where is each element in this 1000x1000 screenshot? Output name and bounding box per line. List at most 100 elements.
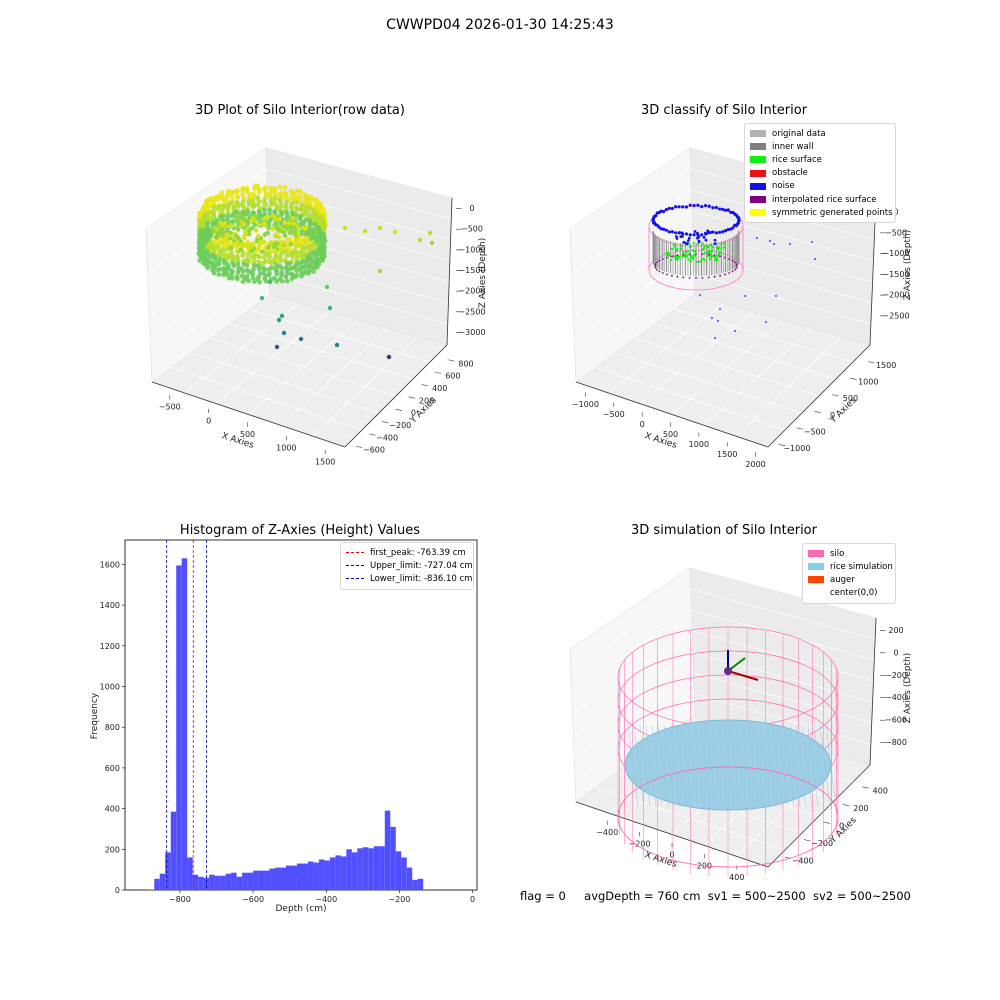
p1-data-point bbox=[211, 205, 217, 211]
p2-grid bbox=[572, 210, 693, 295]
p2-interpolated-point bbox=[695, 253, 697, 255]
p2-z-axis-label: Z Axies (Depth) bbox=[903, 230, 913, 301]
legend-entry: first_peak: -763.39 cm bbox=[346, 546, 468, 559]
p2-interpolated-point bbox=[695, 277, 697, 279]
p1-data-point bbox=[273, 232, 279, 238]
p4-x-tick-label: 0 bbox=[669, 851, 674, 860]
p2-rice-surface-point bbox=[706, 246, 710, 249]
p1-data-point bbox=[306, 205, 312, 211]
p3-histogram-bar bbox=[280, 867, 286, 890]
p4-y-tick-mark bbox=[804, 839, 811, 842]
p1-data-point bbox=[427, 230, 433, 236]
p1-data-point bbox=[272, 248, 278, 254]
p1-data-point bbox=[290, 216, 296, 221]
p1-data-point bbox=[220, 214, 226, 219]
p3-histogram-bar bbox=[209, 874, 215, 890]
p1-data-point bbox=[229, 223, 235, 229]
p1-z-tick-label: −1500 bbox=[458, 266, 485, 275]
p3-histogram-bar bbox=[258, 870, 265, 890]
p2-rice-surface-point bbox=[670, 247, 674, 251]
p2-rice-surface-point bbox=[709, 243, 712, 247]
p3-histogram-bar bbox=[242, 872, 248, 890]
p1-data-point bbox=[285, 237, 291, 243]
p2-rice-surface-point bbox=[692, 257, 695, 260]
p1-data-point bbox=[251, 246, 257, 252]
p1-data-point bbox=[272, 196, 278, 202]
p2-interpolated-point bbox=[731, 259, 734, 262]
p1-data-point bbox=[276, 317, 282, 323]
p3-y-tick-label: 800 bbox=[105, 723, 120, 732]
p2-grid bbox=[574, 252, 694, 339]
p1-data-point bbox=[231, 263, 237, 269]
p2-noise-point bbox=[733, 223, 737, 227]
p1-z-tick-label: −3000 bbox=[458, 328, 485, 337]
p1-data-point bbox=[235, 243, 241, 248]
p1-data-point bbox=[215, 206, 221, 212]
p1-data-point bbox=[284, 261, 290, 267]
p2-interpolated-point bbox=[728, 258, 731, 260]
p2-noise-point bbox=[667, 206, 671, 211]
p2-noise-point bbox=[714, 231, 718, 235]
legend-label: silo bbox=[830, 548, 845, 559]
legend-swatch bbox=[750, 209, 766, 217]
p1-data-point bbox=[292, 191, 298, 197]
p2-rice-surface-point bbox=[714, 258, 717, 262]
p1-data-point bbox=[224, 194, 230, 200]
p4-rice-mesh bbox=[807, 724, 819, 808]
p2-rice-surface-point bbox=[666, 253, 670, 257]
p4-rice-surface bbox=[624, 719, 832, 811]
p4-z-tick-label: −800 bbox=[885, 738, 907, 747]
p1-data-point bbox=[283, 274, 289, 280]
p2-noise-point bbox=[700, 233, 704, 237]
legend-line-sample bbox=[346, 565, 364, 567]
p2-x-tick-label: 0 bbox=[640, 420, 645, 429]
p1-data-point bbox=[270, 226, 275, 232]
p2-noise-point bbox=[695, 231, 699, 235]
legend-entry: silo bbox=[808, 547, 890, 560]
legend-entry: interpolated rice surface bbox=[750, 193, 890, 206]
p2-interpolated-point bbox=[736, 265, 738, 267]
p4-rice-mesh bbox=[765, 724, 777, 808]
p1-data-point bbox=[206, 253, 212, 259]
p2-rice-surface-point bbox=[674, 246, 677, 249]
p1-data-point bbox=[282, 220, 288, 225]
p2-y-tick-label: 500 bbox=[843, 394, 858, 403]
p1-data-point bbox=[265, 245, 271, 250]
p1-data-point bbox=[252, 186, 258, 192]
p2-rice-surface-point bbox=[716, 245, 719, 249]
p2-noise-point bbox=[662, 227, 666, 231]
p1-data-point bbox=[235, 204, 241, 209]
p3-y-tick-label: 1200 bbox=[100, 642, 120, 651]
p1-data-point bbox=[277, 259, 283, 264]
p2-noise-point bbox=[775, 295, 777, 297]
p2-x-axis-line bbox=[575, 381, 769, 448]
p2-noise-point bbox=[726, 208, 730, 212]
p3-histogram-bar bbox=[362, 847, 369, 890]
p1-data-point bbox=[240, 253, 246, 259]
p1-data-point bbox=[283, 249, 289, 254]
p2-noise-point bbox=[702, 236, 706, 239]
p3-histogram-bar bbox=[384, 810, 391, 890]
p4-rice-mesh bbox=[627, 724, 639, 808]
p4-y-tick-label: 0 bbox=[839, 822, 844, 831]
p3-histogram-bar bbox=[159, 873, 166, 890]
p2-rice-surface-point bbox=[686, 250, 690, 253]
p1-data-point bbox=[314, 239, 320, 245]
p2-noise-point bbox=[664, 228, 668, 232]
p1-data-point bbox=[287, 195, 293, 201]
p1-y-tick-label: 600 bbox=[445, 372, 460, 381]
p2-rice-surface-point bbox=[708, 250, 712, 253]
p1-data-point bbox=[274, 279, 280, 284]
p2-rice-surface-point bbox=[711, 246, 715, 249]
p3-histogram-bar bbox=[247, 872, 254, 890]
p2-noise-point bbox=[659, 209, 663, 213]
p4-y-axis-line bbox=[767, 764, 871, 868]
p1-data-point bbox=[219, 190, 225, 196]
p2-rice-surface-point bbox=[692, 241, 695, 245]
p1-z-axis-line bbox=[446, 197, 453, 346]
p4-rice-mesh bbox=[675, 724, 687, 808]
p1-z-tick-label: −2000 bbox=[458, 287, 485, 296]
p1-data-point bbox=[258, 219, 263, 224]
p2-y-tick-label: 1500 bbox=[876, 361, 896, 370]
p1-data-point bbox=[299, 254, 305, 260]
